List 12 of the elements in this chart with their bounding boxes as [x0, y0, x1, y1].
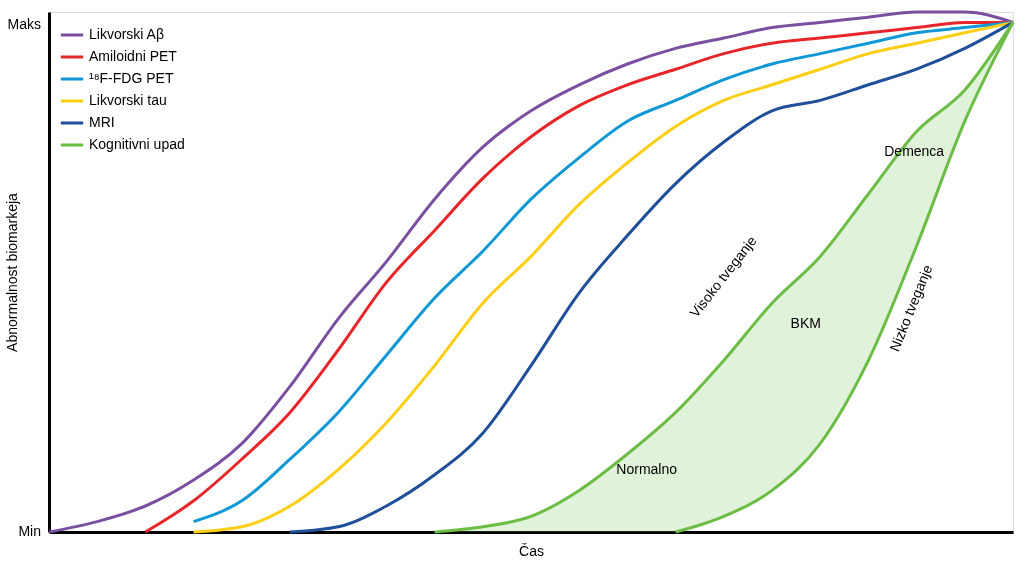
text: Min	[18, 523, 41, 539]
y-axis-title: Abnormalnost biomarkeja	[3, 192, 20, 352]
legend-label: Likvorski tau	[89, 92, 167, 108]
legend-label: ¹⁸F-FDG PET	[89, 70, 174, 86]
legend-label: Likvorski Aβ	[89, 26, 164, 42]
annotation: Normalno	[616, 460, 678, 477]
legend-label: MRI	[89, 114, 115, 130]
legend-label: Amiloidni PET	[89, 48, 178, 64]
text: Maks	[7, 16, 41, 32]
legend-label: Kognitivni upad	[89, 136, 185, 152]
annotation: BKM	[790, 315, 821, 331]
x-axis-title: Čas	[519, 542, 544, 559]
